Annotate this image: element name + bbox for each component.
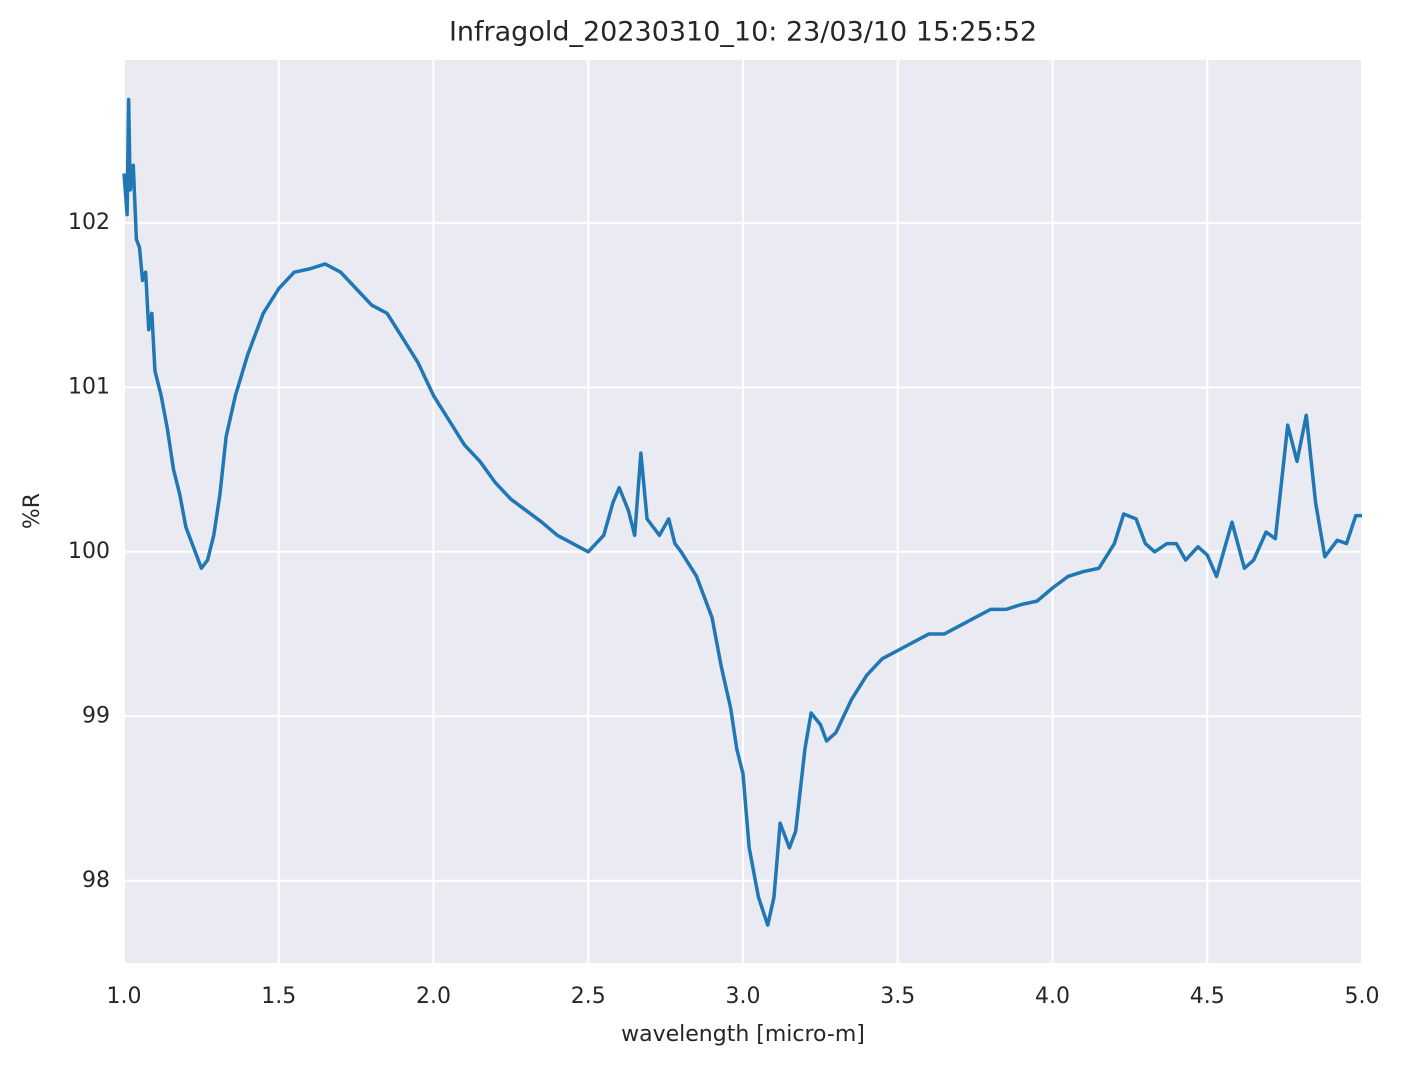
y-tick-label: 98 bbox=[82, 868, 110, 893]
y-tick-label: 101 bbox=[68, 374, 110, 399]
x-tick-label: 2.5 bbox=[571, 984, 606, 1009]
y-tick-label: 102 bbox=[68, 210, 110, 235]
x-tick-label: 5.0 bbox=[1345, 984, 1380, 1009]
x-tick-label: 2.0 bbox=[416, 984, 451, 1009]
x-tick-label: 3.0 bbox=[726, 984, 761, 1009]
y-tick-label: 100 bbox=[68, 539, 110, 564]
x-tick-label: 1.5 bbox=[261, 984, 296, 1009]
x-tick-label: 3.5 bbox=[880, 984, 915, 1009]
x-axis-label: wavelength [micro-m] bbox=[621, 1022, 865, 1047]
y-axis-label: %R bbox=[20, 493, 45, 529]
x-tick-label: 4.5 bbox=[1190, 984, 1225, 1009]
chart-title: Infragold_20230310_10: 23/03/10 15:25:52 bbox=[449, 17, 1037, 48]
x-tick-label: 4.0 bbox=[1035, 984, 1070, 1009]
data-line bbox=[122, 97, 1362, 927]
x-tick-label: 1.0 bbox=[107, 984, 142, 1009]
y-tick-label: 99 bbox=[82, 703, 110, 728]
